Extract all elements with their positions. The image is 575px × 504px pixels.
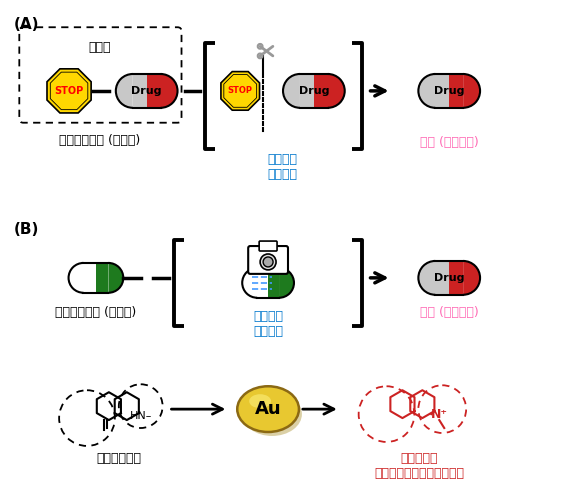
Polygon shape: [435, 261, 449, 295]
Wedge shape: [328, 74, 345, 108]
Polygon shape: [47, 69, 91, 113]
Text: 不活性な構造: 不活性な構造: [97, 452, 141, 465]
Text: 薬剤 (活性あり): 薬剤 (活性あり): [420, 136, 478, 149]
Wedge shape: [108, 263, 123, 293]
Polygon shape: [133, 74, 147, 108]
Polygon shape: [449, 74, 463, 108]
Text: プロドラッグ (不活性): プロドラッグ (不活性): [59, 134, 140, 147]
Text: 生体内の
化学反応: 生体内の 化学反応: [267, 153, 297, 180]
Polygon shape: [83, 263, 96, 293]
Polygon shape: [96, 263, 108, 293]
Text: Drug: Drug: [298, 86, 329, 96]
FancyBboxPatch shape: [248, 246, 288, 274]
Text: Drug: Drug: [434, 273, 465, 283]
Polygon shape: [300, 74, 314, 108]
Polygon shape: [435, 74, 449, 108]
Circle shape: [260, 254, 276, 270]
Wedge shape: [419, 74, 435, 108]
Circle shape: [263, 257, 273, 267]
Text: N⁺: N⁺: [431, 408, 448, 421]
Wedge shape: [279, 268, 294, 298]
Wedge shape: [242, 268, 257, 298]
Text: Drug: Drug: [434, 86, 465, 96]
Text: (B): (B): [13, 222, 39, 237]
Text: HN–: HN–: [129, 411, 152, 421]
Text: STOP: STOP: [55, 86, 84, 96]
FancyBboxPatch shape: [259, 241, 277, 251]
Text: (A): (A): [13, 17, 39, 32]
Polygon shape: [314, 74, 328, 108]
Polygon shape: [221, 72, 259, 110]
Text: 薬剤 (活性あり): 薬剤 (活性あり): [420, 306, 478, 319]
Wedge shape: [116, 74, 133, 108]
Text: 生体内の
化学反応: 生体内の 化学反応: [253, 309, 283, 338]
Wedge shape: [463, 261, 480, 295]
Text: Drug: Drug: [132, 86, 162, 96]
Wedge shape: [68, 263, 83, 293]
Wedge shape: [160, 74, 178, 108]
Ellipse shape: [242, 392, 302, 436]
Ellipse shape: [249, 394, 271, 408]
Wedge shape: [463, 74, 480, 108]
Text: 保護基: 保護基: [89, 41, 111, 54]
Ellipse shape: [237, 386, 299, 432]
Wedge shape: [283, 74, 300, 108]
Polygon shape: [268, 268, 279, 298]
Text: プロドラッグ (不活性): プロドラッグ (不活性): [55, 306, 136, 319]
Text: STOP: STOP: [228, 86, 253, 95]
Polygon shape: [257, 268, 268, 298]
Polygon shape: [449, 261, 463, 295]
Polygon shape: [147, 74, 160, 108]
Text: Au: Au: [255, 400, 281, 418]
Wedge shape: [419, 261, 435, 295]
Text: 活性のある
フェナントリジニウム構造: 活性のある フェナントリジニウム構造: [374, 452, 465, 480]
